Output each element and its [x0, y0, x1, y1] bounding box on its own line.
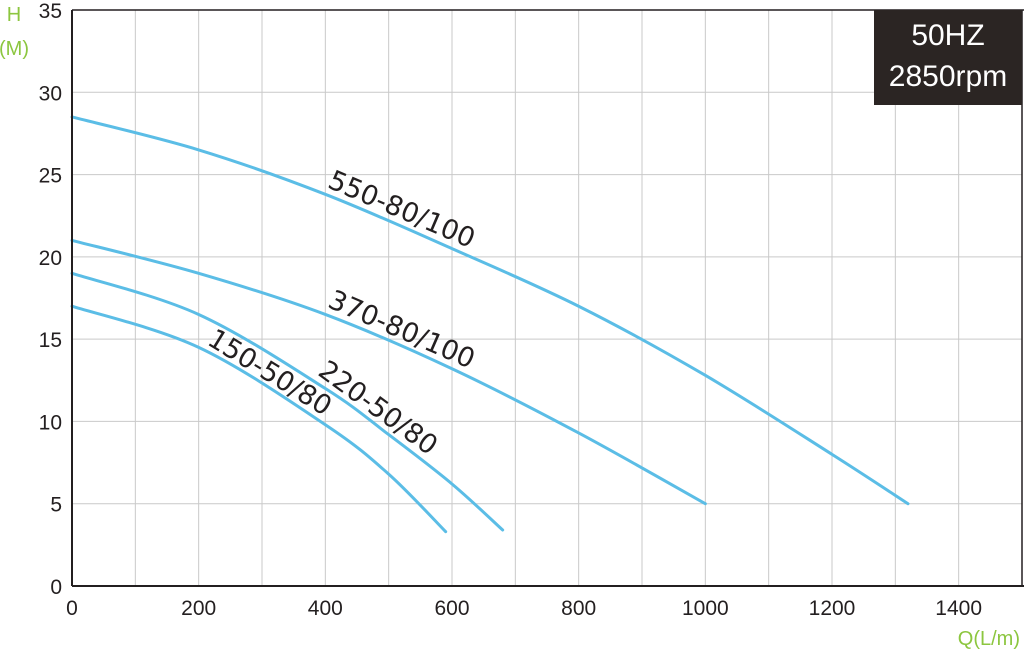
- y-tick-label: 5: [50, 494, 62, 517]
- y-tick-label: 35: [39, 0, 62, 23]
- y-tick-label: 0: [50, 576, 62, 599]
- curve-4: [70, 304, 448, 534]
- curve-3: [70, 271, 505, 532]
- badge-background: [874, 10, 1022, 105]
- curves: [70, 115, 910, 534]
- curve-2: [70, 238, 707, 506]
- badge-rpm: 2850rpm: [889, 60, 1007, 93]
- y-axis-label: H: [7, 4, 21, 26]
- y-tick-label: 20: [39, 247, 62, 270]
- curve-label-3: 220-50/80: [312, 355, 443, 462]
- y-tick-label: 25: [39, 165, 62, 188]
- y-tick-label: 30: [39, 82, 62, 105]
- speed-badge: 50HZ 2850rpm: [874, 10, 1022, 105]
- x-tick-label: 1200: [809, 597, 856, 620]
- grid: [72, 9, 1022, 586]
- y-tick-labels: 0 5 10 15 20 25 30 35: [39, 0, 62, 599]
- x-tick-label: 1400: [935, 597, 982, 620]
- axes: [71, 9, 1024, 587]
- badge-frequency: 50HZ: [911, 19, 984, 52]
- curve-label-1: 550-80/100: [324, 165, 480, 255]
- x-tick-labels: 0 200 400 600 800 1000 1200 1400: [66, 597, 982, 620]
- x-tick-label: 800: [561, 597, 596, 620]
- x-tick-label: 600: [434, 597, 469, 620]
- x-axis-label: Q(L/m): [958, 628, 1020, 650]
- x-tick-label: 200: [181, 597, 216, 620]
- y-tick-label: 10: [39, 411, 62, 434]
- x-tick-label: 1000: [682, 597, 729, 620]
- y-axis-unit: (M): [0, 38, 29, 60]
- curve-1: [70, 115, 910, 506]
- y-tick-label: 15: [39, 329, 62, 352]
- x-tick-label: 400: [308, 597, 343, 620]
- x-tick-label: 0: [66, 597, 78, 620]
- curve-label-2: 370-80/100: [324, 284, 480, 375]
